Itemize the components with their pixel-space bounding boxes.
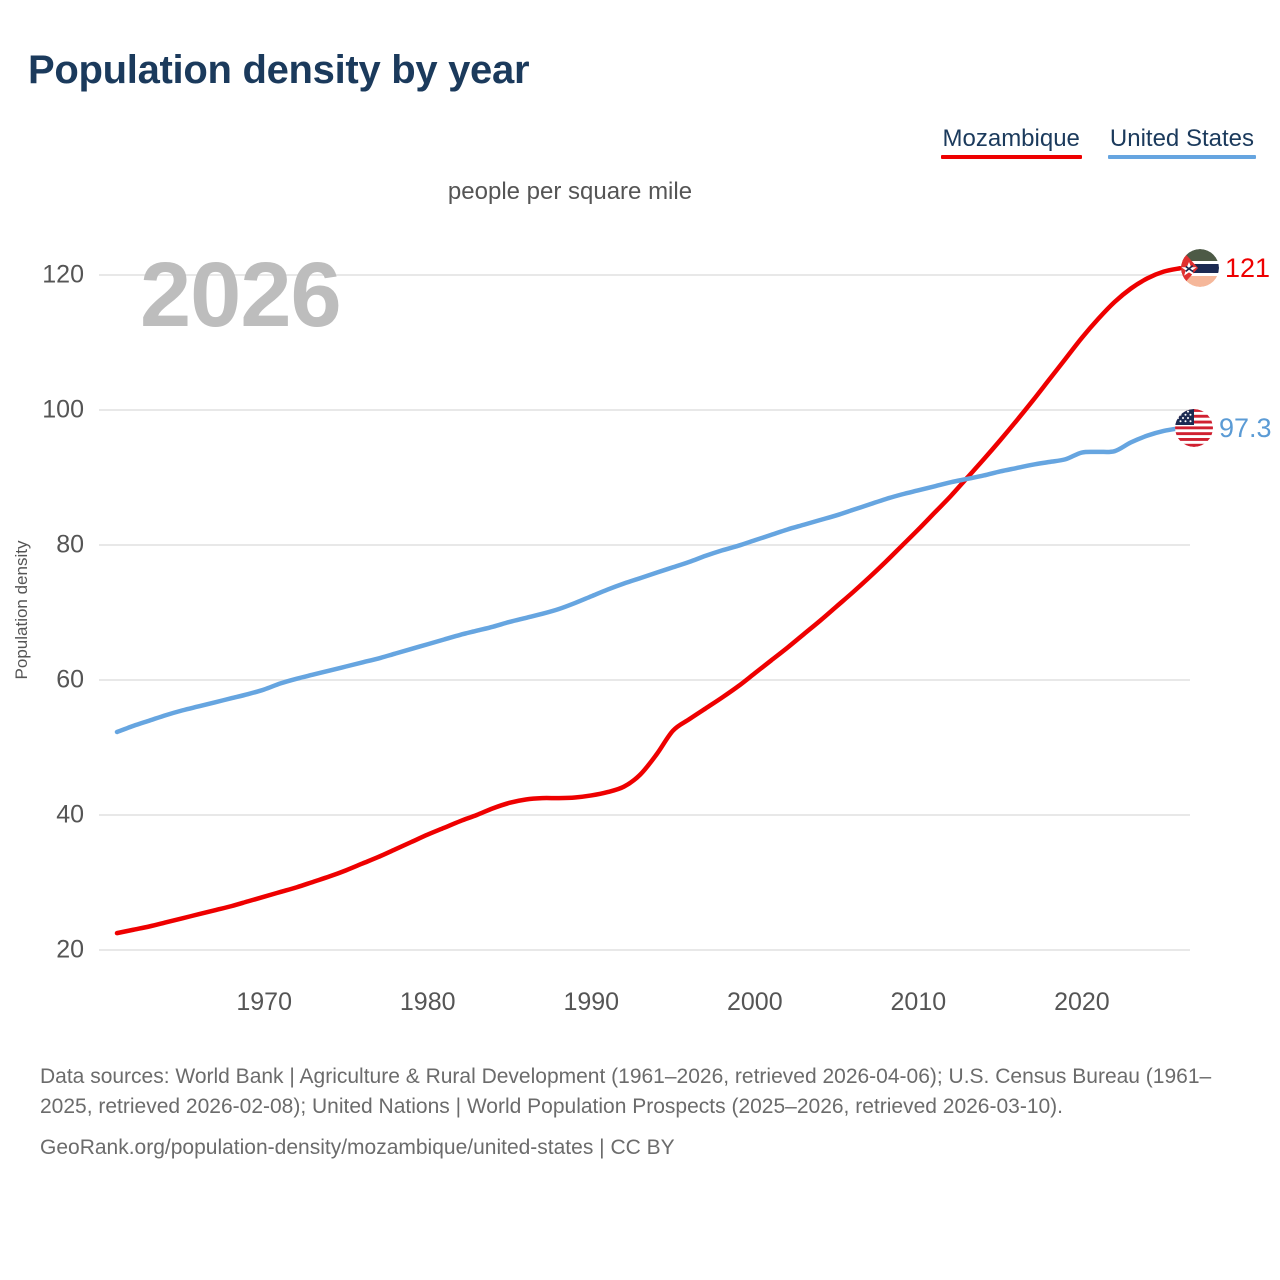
- legend-item-united-states[interactable]: United States: [1107, 125, 1256, 160]
- legend-rule-united-states: [1107, 155, 1256, 160]
- y-tick-label: 60: [56, 665, 84, 694]
- x-tick-label: 2010: [890, 988, 947, 1016]
- y-tick-label: 40: [56, 800, 84, 829]
- united-states-flag-icon: [1175, 409, 1213, 448]
- series-line-mozambique: [114, 266, 1183, 936]
- endpoint-value-united-states: 97.3: [1219, 412, 1272, 443]
- endpoint-united-states: 97.3: [1175, 409, 1272, 448]
- endpoint-value-mozambique: 121: [1225, 252, 1271, 283]
- y-tick-label: 20: [56, 935, 84, 964]
- legend-label-united-states: United States: [1109, 125, 1254, 152]
- x-tick-label: 1980: [399, 988, 456, 1016]
- x-tick-label: 2020: [1054, 988, 1110, 1016]
- chart-subtitle: people per square mile: [447, 178, 693, 205]
- x-tick-label: 1970: [236, 988, 292, 1016]
- chart-legend: Mozambique United States: [940, 125, 1256, 160]
- endpoint-mozambique: 121: [1181, 249, 1271, 288]
- x-tick-label: 2000: [726, 988, 783, 1016]
- y-tick-label: 80: [56, 530, 84, 559]
- year-watermark: 2026: [140, 244, 342, 346]
- plot-area: 2026 Population density 20 40 60 80 100 120 1…: [12, 244, 1272, 1016]
- y-tick-label: 100: [42, 395, 84, 424]
- mozambique-flag-icon: [1181, 249, 1219, 288]
- legend-label-mozambique: Mozambique: [942, 125, 1080, 152]
- y-tick-label: 120: [42, 260, 84, 289]
- page-title: Population density by year: [28, 48, 530, 92]
- legend-rule-mozambique: [940, 155, 1082, 160]
- gridlines: [99, 274, 1190, 951]
- footer-sources: Data sources: World Bank | Agriculture &…: [40, 1065, 1212, 1119]
- x-tick-label: 1990: [563, 988, 620, 1016]
- plot-svg: [99, 266, 1190, 951]
- footer-attribution: GeoRank.org/population-density/mozambiqu…: [40, 1135, 675, 1159]
- series-line-united-states: [114, 425, 1183, 735]
- legend-item-mozambique[interactable]: Mozambique: [940, 125, 1082, 160]
- series-lines: [114, 266, 1183, 936]
- chart-footer: Data sources: World Bank | Agriculture &…: [40, 1062, 1240, 1163]
